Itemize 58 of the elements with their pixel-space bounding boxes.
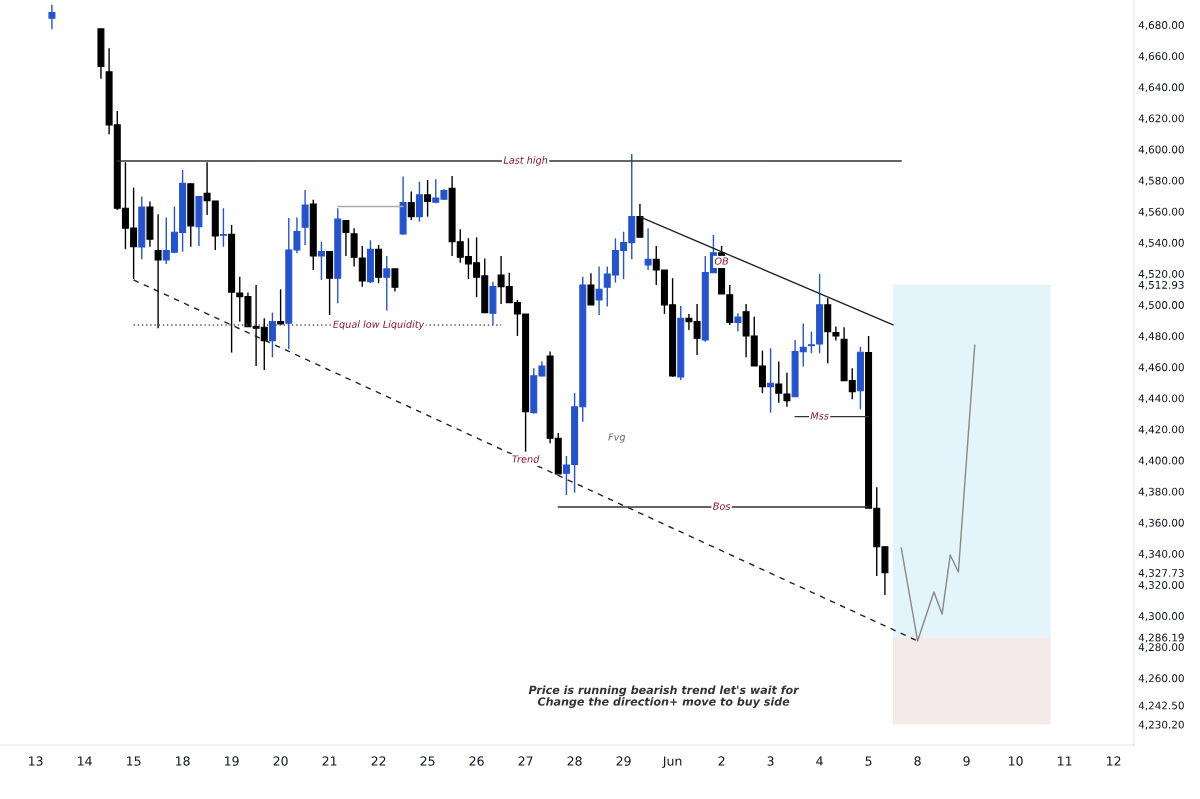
x-tick-label: 12 xyxy=(1107,756,1121,766)
x-tick-label: 20 xyxy=(273,756,288,766)
x-tick-label: 22 xyxy=(371,756,386,766)
y-tick-label: 4,286.19 xyxy=(1138,633,1184,643)
x-tick-label: 8 xyxy=(914,756,921,766)
y-tick-label: 4,660.00 xyxy=(1138,52,1184,62)
y-tick-label: 4,260.00 xyxy=(1138,674,1184,684)
x-tick-label: 2 xyxy=(718,756,725,766)
y-tick-label: 4,327.73 xyxy=(1138,569,1184,578)
annotation: Price is running bearish trend let's wait for Change the direction+ move to buy side xyxy=(528,685,800,708)
annotation: OB xyxy=(714,257,729,265)
x-tick-label: 15 xyxy=(127,756,141,766)
x-tick-label: 27 xyxy=(518,756,533,766)
x-tick-label: 19 xyxy=(225,756,239,766)
y-tick-label: 4,480.00 xyxy=(1138,332,1184,342)
y-tick-label: 4,230.20 xyxy=(1138,720,1184,730)
x-tick-label: 21 xyxy=(322,756,337,766)
x-tick-label: 5 xyxy=(865,756,872,766)
x-tick-label: 28 xyxy=(567,756,582,766)
annotation: Fvg xyxy=(608,433,626,443)
x-tick-label: 13 xyxy=(29,756,43,766)
y-tick-label: 4,320.00 xyxy=(1138,581,1184,590)
y-tick-label: 4,500.00 xyxy=(1138,301,1184,311)
x-tick-label: 11 xyxy=(1058,756,1072,766)
x-tick-label: 10 xyxy=(1009,756,1023,766)
x-tick-label: 14 xyxy=(78,756,92,766)
y-tick-label: 4,340.00 xyxy=(1138,549,1184,559)
x-tick-label: 9 xyxy=(963,756,970,766)
x-tick-label: 3 xyxy=(767,756,774,766)
x-tick-label: 4 xyxy=(816,756,823,766)
annotation: Bos xyxy=(713,502,731,510)
y-tick-label: 4,242.50 xyxy=(1138,701,1184,711)
y-tick-label: 4,680.00 xyxy=(1138,21,1184,31)
annotation: Mss xyxy=(810,412,829,420)
y-tick-label: 4,600.00 xyxy=(1138,145,1184,155)
y-tick-label: 4,620.00 xyxy=(1138,114,1184,124)
y-tick-label: 4,280.00 xyxy=(1138,643,1184,653)
annotation: Equal low Liquidity xyxy=(333,320,425,330)
y-tick-label: 4,420.00 xyxy=(1138,425,1184,435)
y-tick-label: 4,400.00 xyxy=(1138,456,1184,466)
y-tick-label: 4,540.00 xyxy=(1138,238,1184,248)
y-tick-label: 4,360.00 xyxy=(1138,518,1184,528)
x-tick-label: 18 xyxy=(176,756,190,766)
x-tick-label: Jun xyxy=(662,756,682,769)
y-tick-label: 4,300.00 xyxy=(1138,612,1184,622)
y-tick-label: 4,440.00 xyxy=(1138,394,1184,404)
x-tick-label: 25 xyxy=(420,756,435,766)
y-tick-label: 4,460.00 xyxy=(1138,363,1184,373)
y-tick-label: 4,560.00 xyxy=(1138,207,1184,217)
y-tick-label: 4,520.00 xyxy=(1138,269,1184,279)
y-tick-label: 4,640.00 xyxy=(1138,83,1184,93)
annotation: Last high xyxy=(503,156,548,166)
y-tick-label: 4,380.00 xyxy=(1138,487,1184,497)
x-tick-label: 26 xyxy=(469,756,484,766)
x-tick-label: 29 xyxy=(616,756,631,766)
y-tick-label: 4,580.00 xyxy=(1138,176,1184,186)
y-tick-label: 4,512.93 xyxy=(1138,280,1184,290)
annotation: Trend xyxy=(512,455,540,463)
